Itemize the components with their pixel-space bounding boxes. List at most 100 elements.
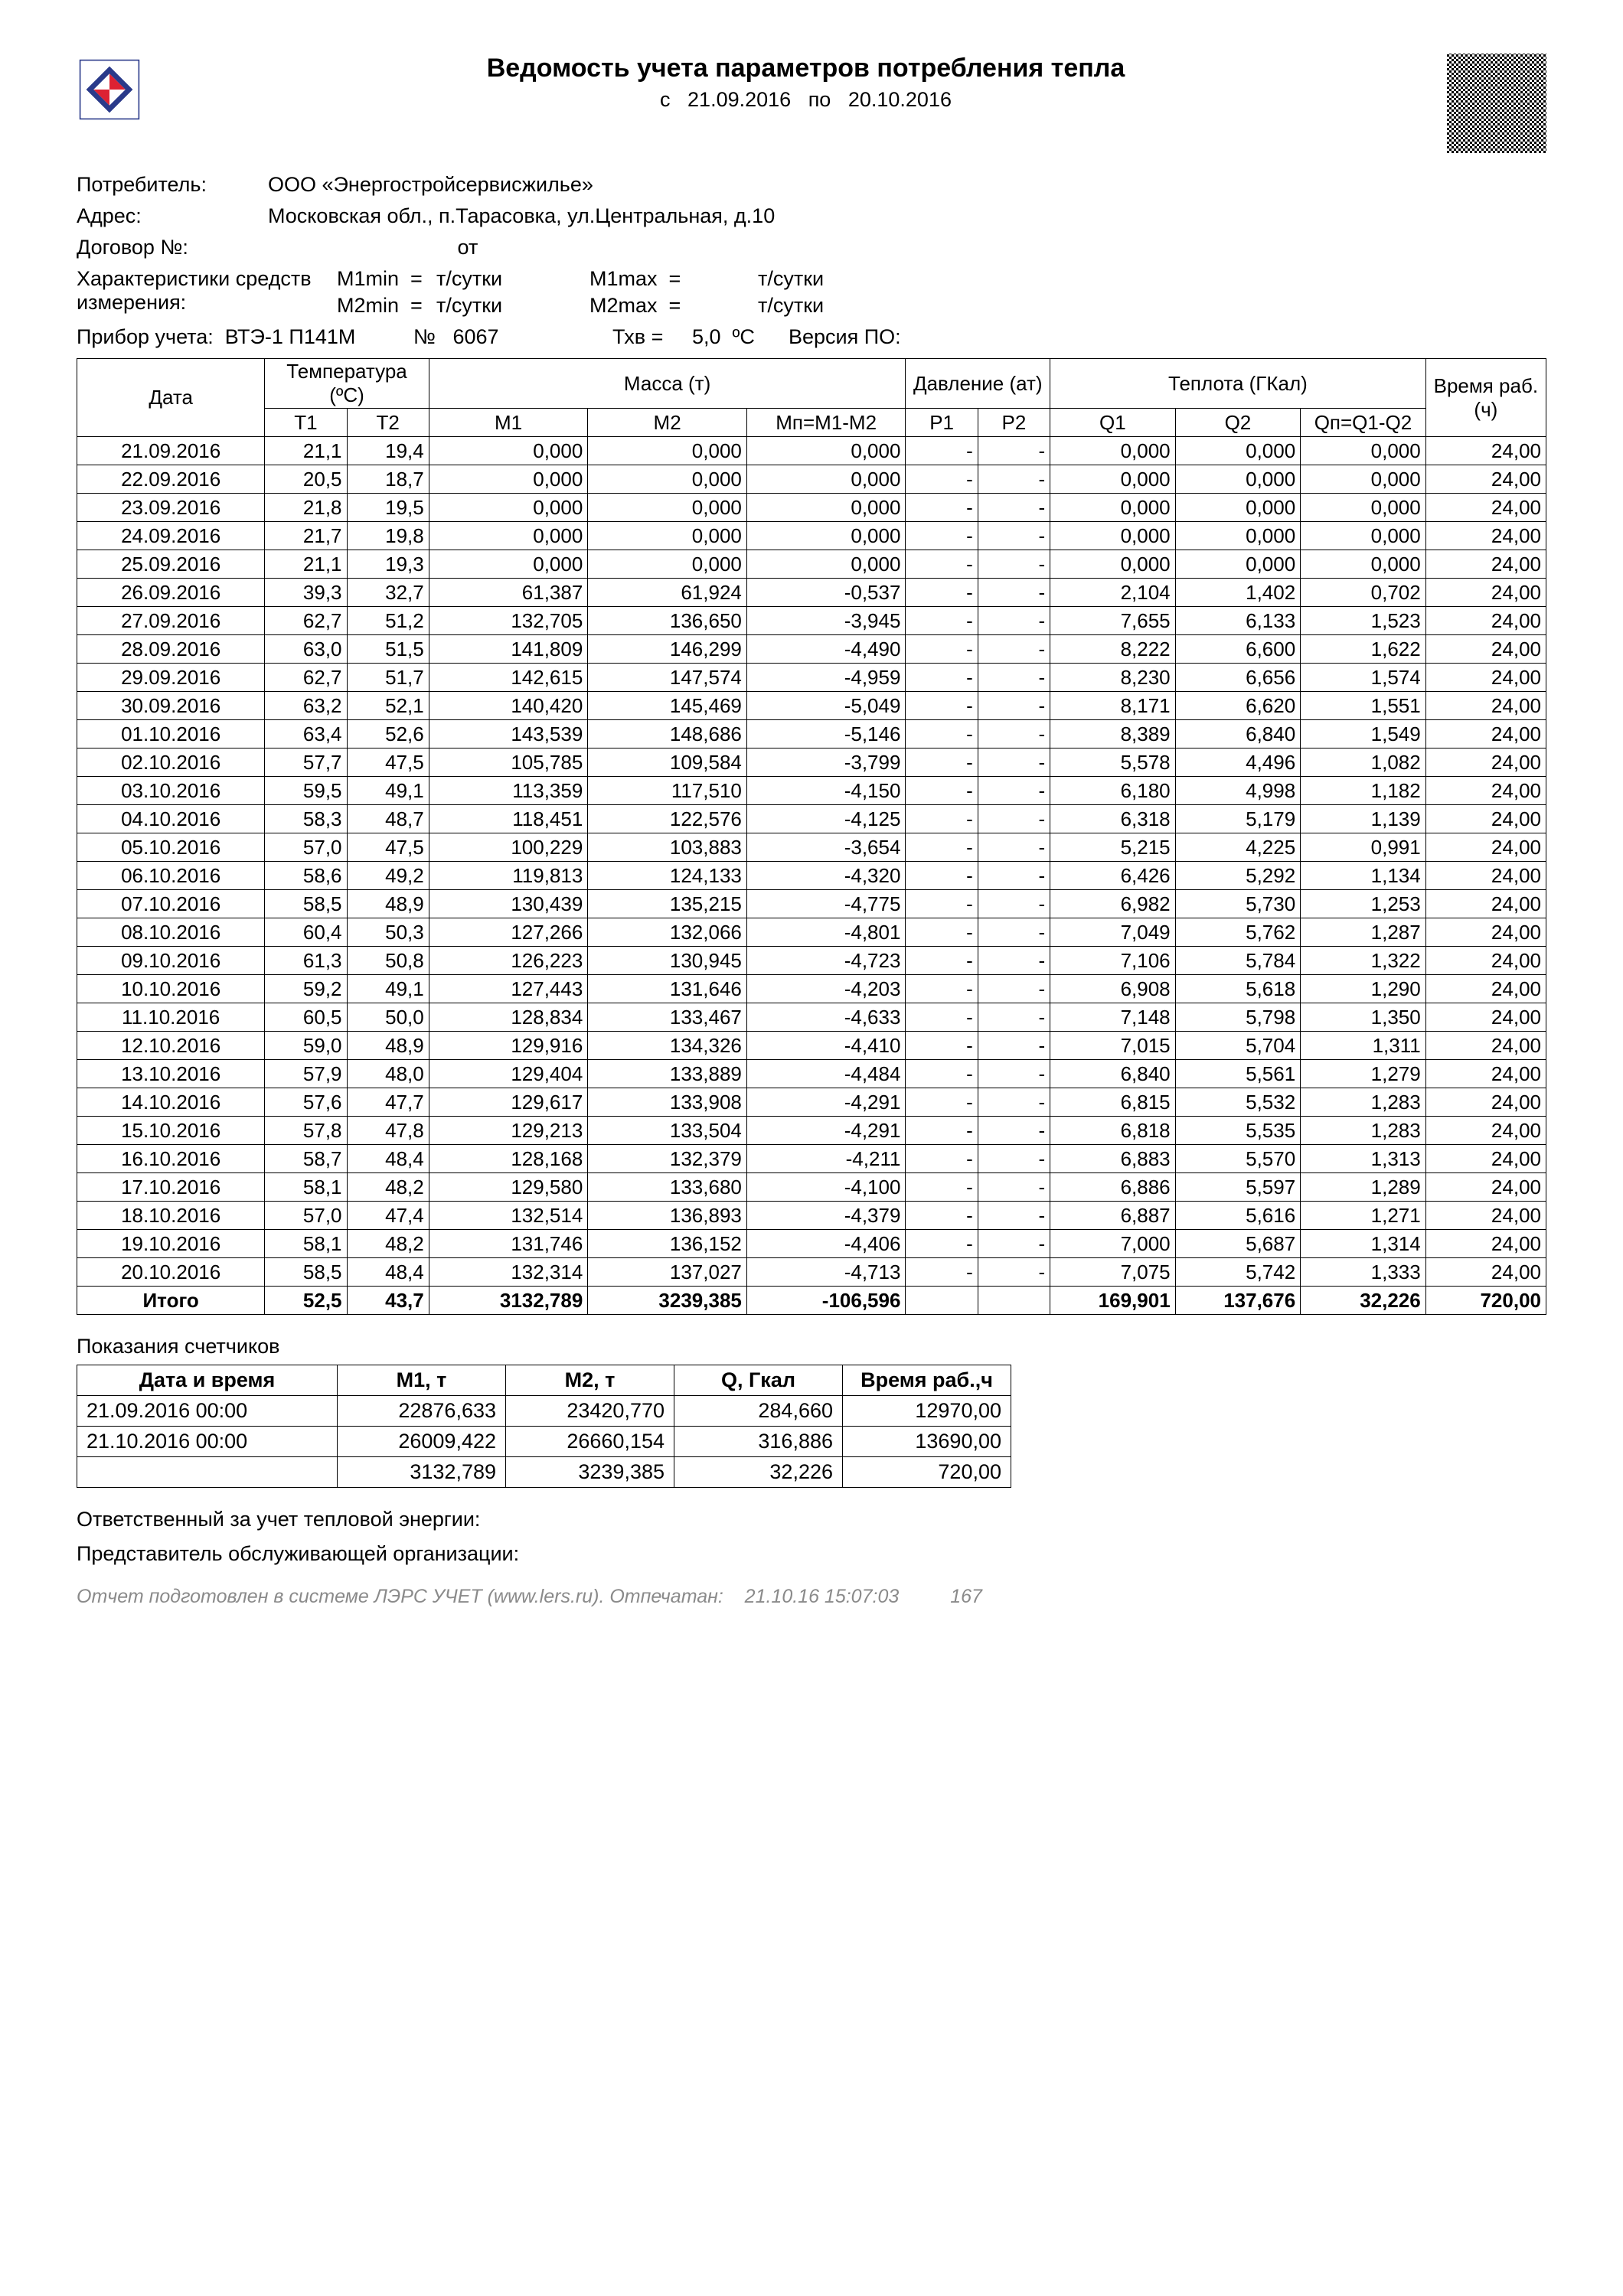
table-cell: 57,0 (265, 833, 347, 862)
table-cell: - (906, 437, 978, 465)
table-cell: 5,179 (1175, 805, 1301, 833)
table-cell: 26009,422 (338, 1427, 506, 1457)
m2max-label: M2max = (589, 294, 758, 318)
table-cell: 3239,385 (506, 1457, 674, 1488)
table-cell: -4,150 (746, 777, 906, 805)
table-cell: 6,840 (1050, 1060, 1176, 1088)
table-cell: 1,182 (1301, 777, 1426, 805)
table-cell: 21.10.2016 00:00 (77, 1427, 338, 1457)
table-cell: 24,00 (1425, 692, 1546, 720)
table-cell: 24,00 (1425, 1230, 1546, 1258)
m1max-unit: т/сутки (758, 267, 911, 291)
table-cell: 0,000 (746, 522, 906, 550)
table-cell: 24,00 (1425, 1117, 1546, 1145)
table-cell: - (978, 890, 1050, 918)
table-cell: 0,000 (746, 494, 906, 522)
table-cell: 5,578 (1050, 748, 1176, 777)
table-cell: 0,000 (1175, 465, 1301, 494)
col-q2: Q2 (1175, 409, 1301, 437)
table-cell: - (978, 465, 1050, 494)
table-cell: - (906, 494, 978, 522)
meter-col-t: Время раб.,ч (843, 1365, 1011, 1396)
m1min-label: M1min = (337, 267, 436, 291)
table-row: 20.10.201658,548,4132,314137,027-4,713--… (77, 1258, 1546, 1287)
table-cell: 52,5 (265, 1287, 347, 1315)
table-cell: 59,2 (265, 975, 347, 1003)
table-cell: 0,000 (1301, 522, 1426, 550)
table-cell: 63,4 (265, 720, 347, 748)
table-cell: 5,616 (1175, 1202, 1301, 1230)
table-cell: 1,283 (1301, 1088, 1426, 1117)
table-cell: 22876,633 (338, 1396, 506, 1427)
table-cell: -5,049 (746, 692, 906, 720)
consumer-value: ООО «Энергостройсервисжилье» (268, 173, 1546, 197)
col-pres: Давление (ат) (906, 359, 1050, 409)
table-cell: 0,000 (746, 437, 906, 465)
table-row: 10.10.201659,249,1127,443131,646-4,203--… (77, 975, 1546, 1003)
table-cell: 14.10.2016 (77, 1088, 265, 1117)
table-cell: 126,223 (429, 947, 588, 975)
table-row: 08.10.201660,450,3127,266132,066-4,801--… (77, 918, 1546, 947)
table-cell: -4,775 (746, 890, 906, 918)
table-cell: - (906, 579, 978, 607)
table-cell: 63,2 (265, 692, 347, 720)
table-cell: - (906, 635, 978, 664)
logo-icon (77, 57, 142, 122)
meter-col-m2: M2, т (506, 1365, 674, 1396)
table-cell: 1,287 (1301, 918, 1426, 947)
table-cell: 06.10.2016 (77, 862, 265, 890)
col-m2: M2 (588, 409, 747, 437)
table-cell: -4,291 (746, 1117, 906, 1145)
table-cell: - (978, 579, 1050, 607)
table-cell: 47,5 (347, 833, 429, 862)
table-cell: 6,886 (1050, 1173, 1176, 1202)
table-cell: - (978, 607, 1050, 635)
table-cell: -4,291 (746, 1088, 906, 1117)
table-cell: 132,379 (588, 1145, 747, 1173)
table-cell: 49,1 (347, 777, 429, 805)
table-cell: -4,713 (746, 1258, 906, 1287)
table-cell: 8,230 (1050, 664, 1176, 692)
table-cell: 59,5 (265, 777, 347, 805)
table-cell: 6,133 (1175, 607, 1301, 635)
table-cell: -4,100 (746, 1173, 906, 1202)
table-cell: 59,0 (265, 1032, 347, 1060)
table-cell: 01.10.2016 (77, 720, 265, 748)
table-cell: 58,3 (265, 805, 347, 833)
table-cell: 0,000 (1301, 437, 1426, 465)
table-cell: - (978, 1003, 1050, 1032)
table-cell: 7,148 (1050, 1003, 1176, 1032)
table-cell: 6,620 (1175, 692, 1301, 720)
table-cell: -4,633 (746, 1003, 906, 1032)
table-cell: 147,574 (588, 664, 747, 692)
table-cell: 132,514 (429, 1202, 588, 1230)
table-row: 24.09.201621,719,80,0000,0000,000--0,000… (77, 522, 1546, 550)
responsible-label: Ответственный за учет тепловой энергии: (77, 1508, 1546, 1531)
table-cell: 24,00 (1425, 664, 1546, 692)
table-cell: 169,901 (1050, 1287, 1176, 1315)
table-cell: 1,139 (1301, 805, 1426, 833)
table-cell: 136,893 (588, 1202, 747, 1230)
table-cell: 8,389 (1050, 720, 1176, 748)
table-cell: 07.10.2016 (77, 890, 265, 918)
table-cell: 24,00 (1425, 1032, 1546, 1060)
table-cell: - (906, 1032, 978, 1060)
table-cell: 32,7 (347, 579, 429, 607)
table-cell: 1,523 (1301, 607, 1426, 635)
table-cell: 19,3 (347, 550, 429, 579)
table-cell: - (978, 664, 1050, 692)
table-cell: 24,00 (1425, 494, 1546, 522)
serial-value: 6067 (452, 325, 498, 348)
txv-label: Тхв = (612, 325, 663, 348)
table-cell: 142,615 (429, 664, 588, 692)
table-cell: 5,730 (1175, 890, 1301, 918)
table-cell: - (978, 1202, 1050, 1230)
table-cell: 129,580 (429, 1173, 588, 1202)
meter-col-m1: M1, т (338, 1365, 506, 1396)
table-cell: - (978, 1088, 1050, 1117)
table-cell: 0,000 (429, 494, 588, 522)
table-cell: -3,945 (746, 607, 906, 635)
table-cell: 24,00 (1425, 805, 1546, 833)
table-cell: - (906, 947, 978, 975)
table-cell: - (978, 437, 1050, 465)
